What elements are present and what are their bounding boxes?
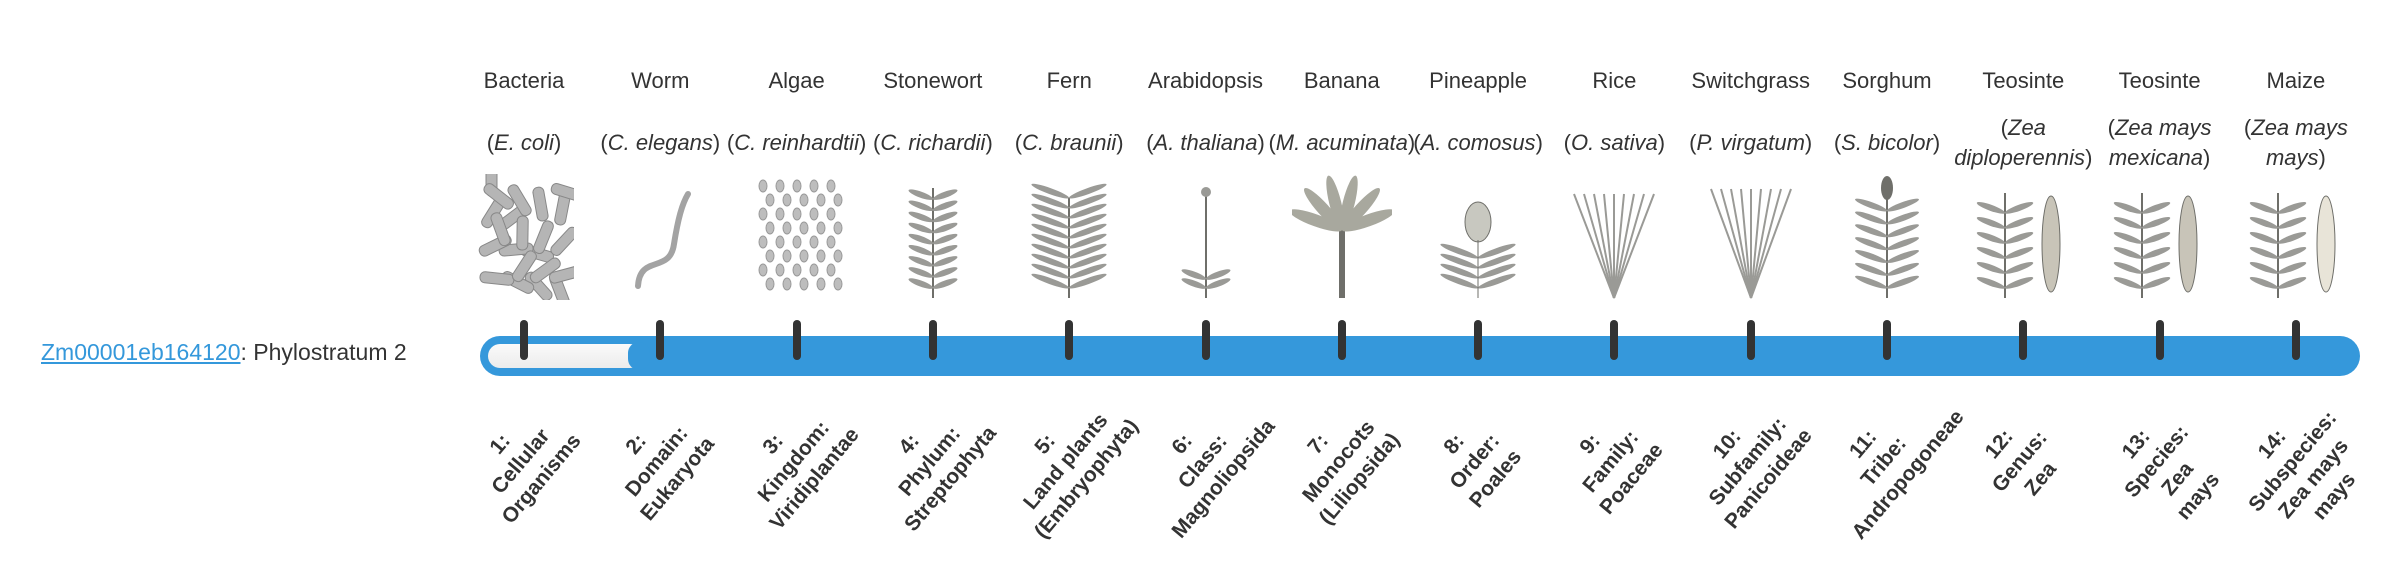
organism-common-name: Teosinte <box>1982 68 2065 93</box>
stratum-tick <box>2019 320 2028 360</box>
species-italic: C. reinhardtii <box>734 130 859 155</box>
phylostratum-text: Phylostratum 2 <box>253 339 407 365</box>
phylostratum-bar <box>480 336 2360 376</box>
organism-common-name: Switchgrass <box>1691 68 1810 93</box>
stratum-tick <box>1610 320 1619 360</box>
stratum-tick <box>1883 320 1891 360</box>
species-italic: Zea mays mexicana <box>2108 115 2212 170</box>
phylostratum-bar-fill <box>488 342 651 370</box>
species-italic: A. thaliana <box>1153 130 1258 155</box>
stratum-tick <box>520 320 528 360</box>
stratum-tick <box>928 320 937 360</box>
species-italic: M. acuminata <box>1275 130 1408 155</box>
species-italic: E. coli <box>494 130 554 155</box>
organism-common-name: Worm <box>631 68 690 93</box>
teosinte-mexicana-illustration <box>2110 174 2210 300</box>
species-italic: Zea diploperennis <box>1954 115 2086 170</box>
banana-illustration <box>1289 174 1395 300</box>
worm-illustration <box>610 174 710 300</box>
stratum-tick <box>792 320 801 360</box>
stratum-tick <box>1746 320 1755 360</box>
organism-common-name: Fern <box>1046 68 1092 93</box>
stratum-tick <box>656 320 665 360</box>
organism-common-name: Pineapple <box>1429 68 1528 93</box>
bacteria-illustration <box>474 161 585 308</box>
stratum-tick <box>2291 320 2300 360</box>
organism-common-name: Algae <box>768 68 825 93</box>
organism-common-name: Maize <box>2266 68 2326 93</box>
organism-species-name: (Zea mays mexicana) <box>2107 115 2212 170</box>
species-italic: C. elegans <box>607 130 713 155</box>
stratum-tick <box>1065 320 1074 360</box>
organism-species-name: (C. elegans) <box>600 130 721 155</box>
organism-common-name: Bacteria <box>483 68 565 93</box>
species-italic: A. comosus <box>1420 130 1536 155</box>
organism-species-name: (C. richardii) <box>872 130 993 155</box>
organism-species-name: (C. braunii) <box>1014 130 1124 155</box>
stratum-label: 13: Species: Zea mays <box>2077 378 2256 562</box>
rice-illustration <box>1564 174 1664 300</box>
pineapple-illustration <box>1428 174 1528 300</box>
gene-phylostratum-label: Zm00001eb164120: Phylostratum 2 <box>41 339 407 366</box>
organism-species-name: (E. coli) <box>486 130 562 155</box>
species-italic: C. braunii <box>1022 130 1117 155</box>
stratum-tick <box>2155 320 2164 360</box>
organism-species-name: (Zea mays mays) <box>2243 115 2348 170</box>
stratum-tick <box>1337 320 1346 360</box>
organism-species-name: (P. virgatum) <box>1689 130 1813 155</box>
separator: : <box>240 339 254 365</box>
organism-common-name: Teosinte <box>2118 68 2201 93</box>
species-italic: Zea mays mays <box>2251 115 2348 170</box>
organism-common-name: Rice <box>1592 68 1637 93</box>
gene-id-link[interactable]: Zm00001eb164120 <box>41 339 241 365</box>
fern-illustration <box>1019 174 1119 300</box>
organism-species-name: (A. comosus) <box>1413 130 1543 155</box>
organism-species-name: (M. acuminata) <box>1268 130 1416 155</box>
species-italic: P. virgatum <box>1696 130 1805 155</box>
organism-common-name: Sorghum <box>1842 68 1932 93</box>
species-italic: O. sativa <box>1570 130 1658 155</box>
arabidopsis-illustration <box>1156 174 1256 300</box>
stonewort-illustration <box>883 174 983 300</box>
organism-common-name: Banana <box>1303 68 1380 93</box>
sorghum-illustration <box>1837 174 1937 300</box>
organism-species-name: (Zea diploperennis) <box>1954 115 2093 170</box>
stratum-tick <box>1474 320 1483 360</box>
switchgrass-illustration <box>1701 174 1801 300</box>
organism-common-name: Arabidopsis <box>1148 68 1263 93</box>
organism-species-name: (S. bicolor) <box>1833 130 1941 155</box>
species-italic: C. richardii <box>880 130 986 155</box>
species-italic: S. bicolor <box>1841 130 1933 155</box>
stratum-label: 14: Subspecies: Zea mays mays <box>2213 378 2392 562</box>
organism-species-name: (O. sativa) <box>1563 130 1666 155</box>
organism-common-name: Stonewort <box>883 68 983 93</box>
organism-species-name: (A. thaliana) <box>1146 130 1265 155</box>
organism-species-name: (C. reinhardtii) <box>726 130 867 155</box>
algae-illustration <box>747 174 847 300</box>
maize-illustration <box>2246 174 2346 300</box>
stratum-tick <box>1201 320 1210 360</box>
teosinte-illustration <box>1973 174 2073 300</box>
